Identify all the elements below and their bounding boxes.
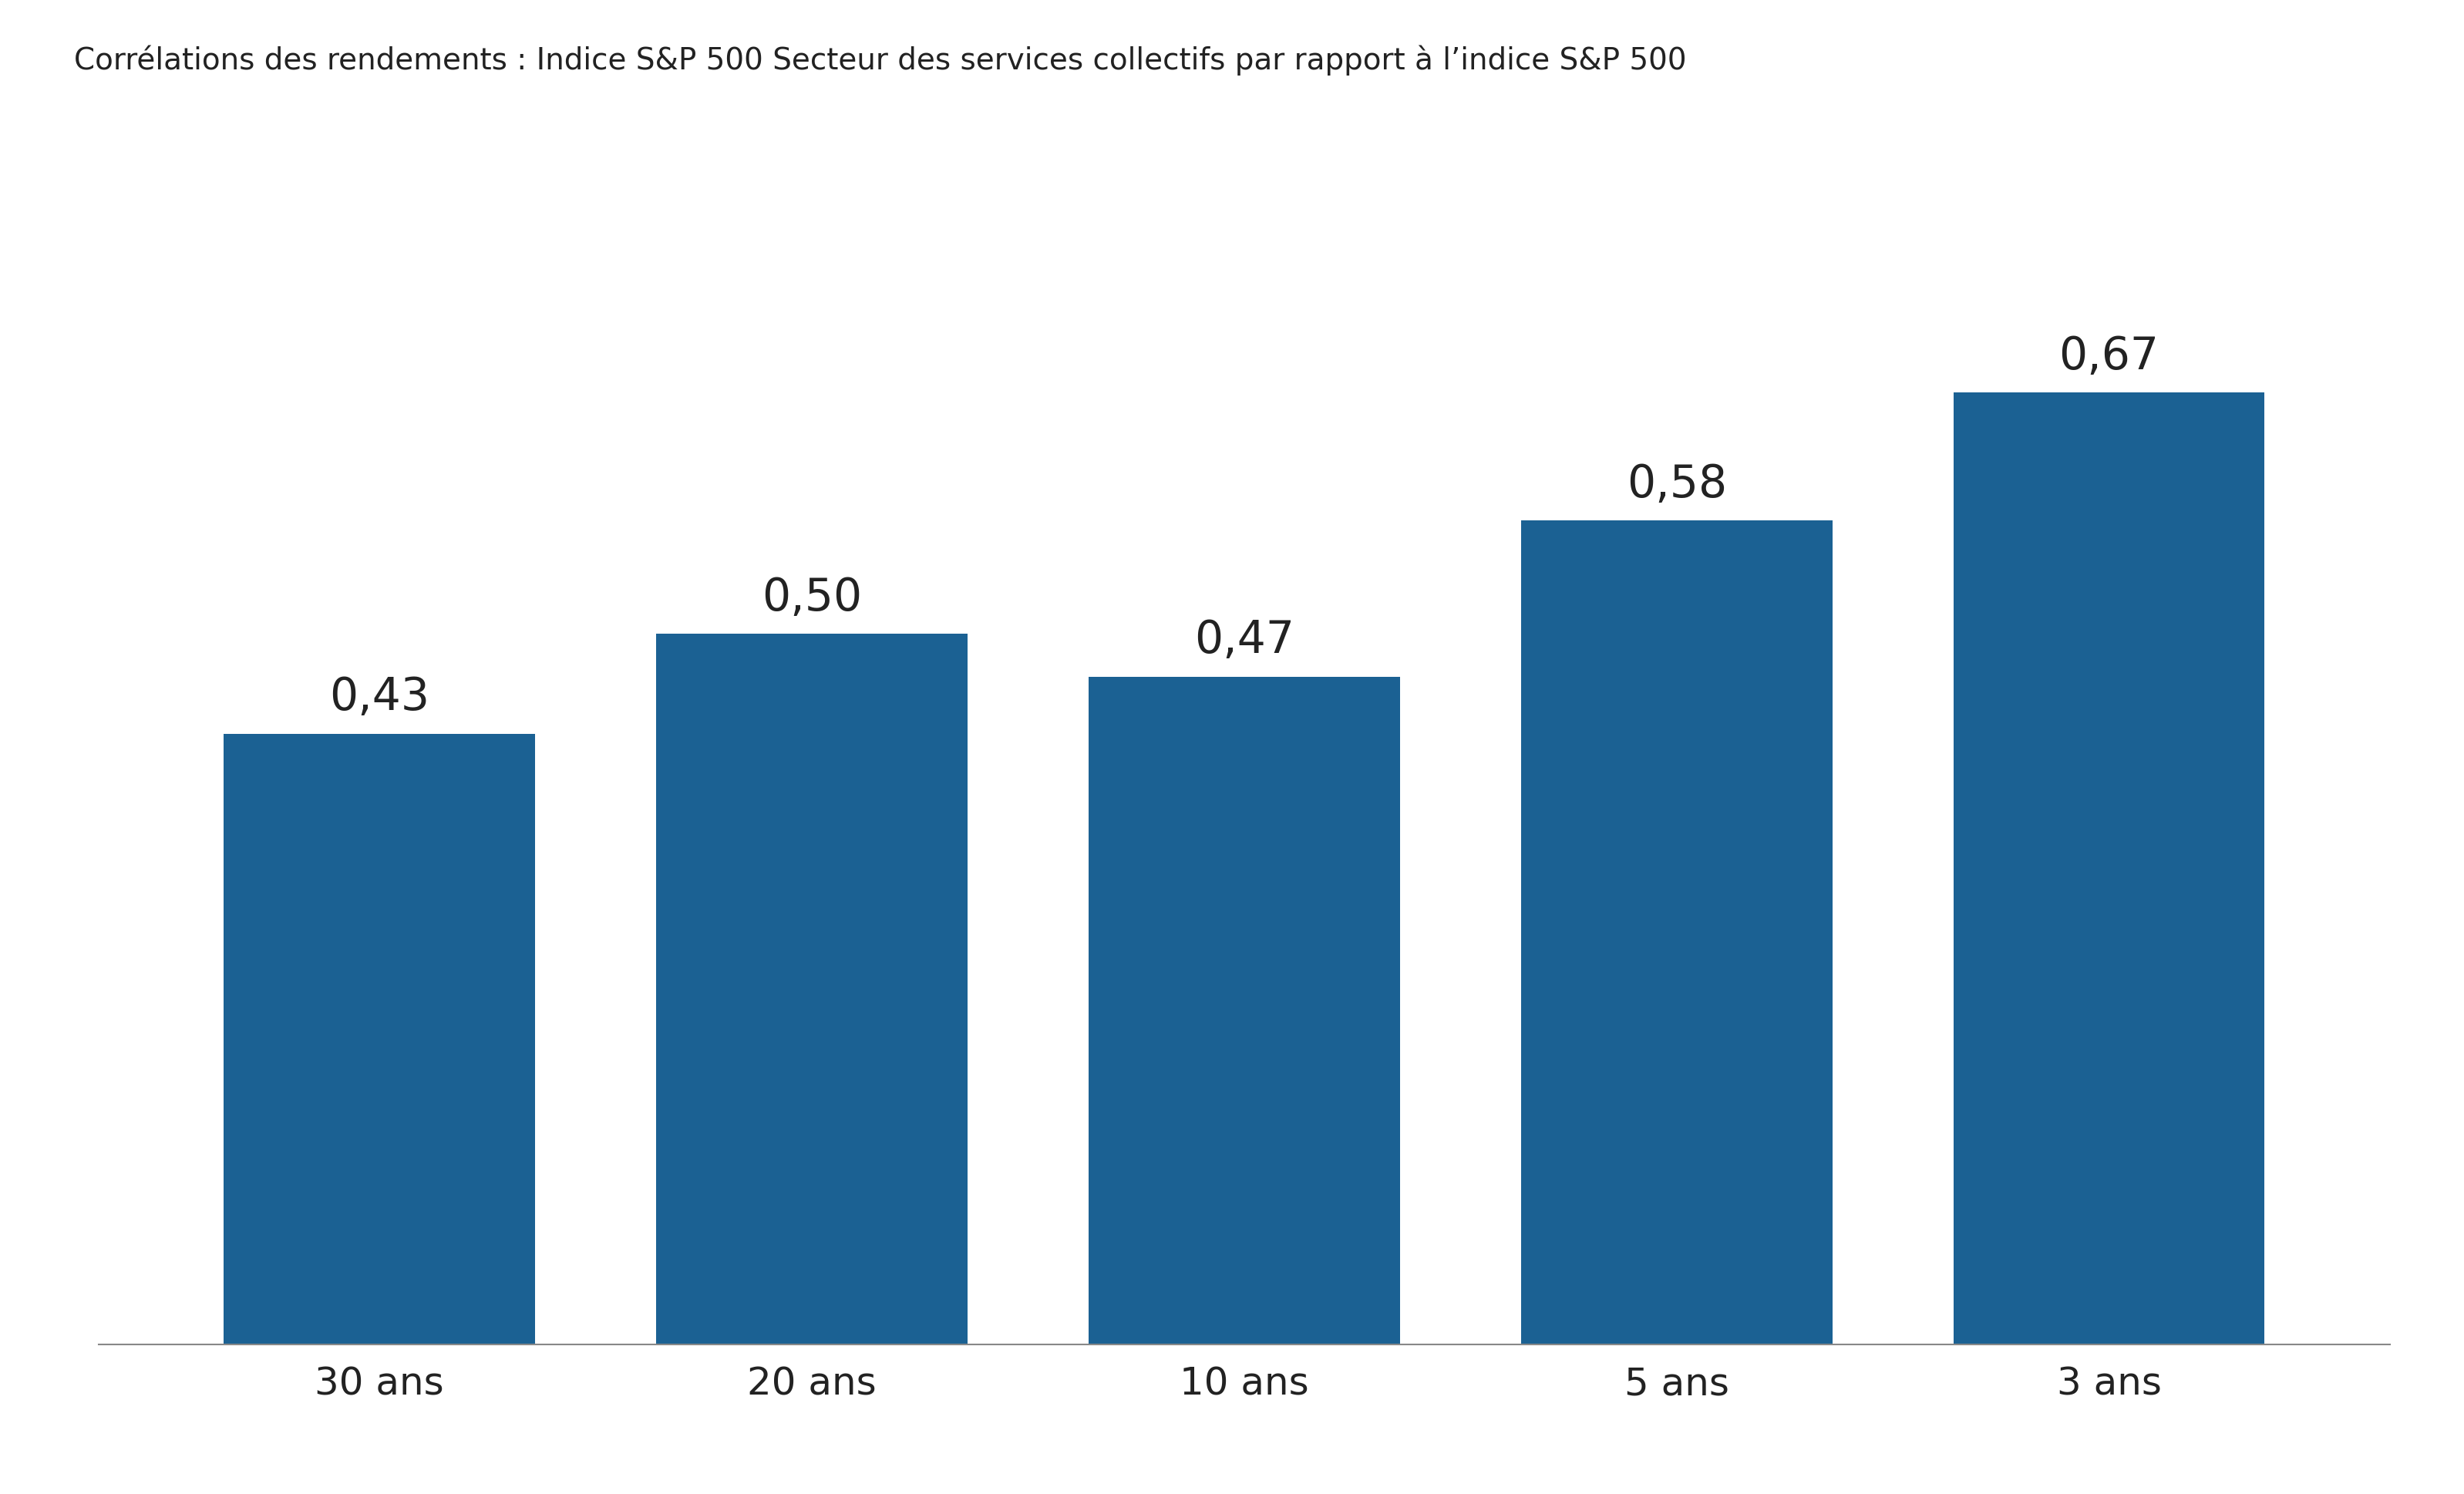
Text: 0,58: 0,58 — [1626, 462, 1727, 506]
Bar — [655, 633, 968, 1345]
Text: 0,43: 0,43 — [330, 675, 429, 719]
Bar — [224, 734, 535, 1345]
Text: 0,47: 0,47 — [1195, 619, 1294, 662]
Bar — [1520, 520, 1833, 1345]
Text: 0,67: 0,67 — [2060, 335, 2158, 378]
Text: Corrélations des rendements : Indice S&P 500 Secteur des services collectifs par: Corrélations des rendements : Indice S&P… — [74, 45, 1685, 75]
Text: 0,50: 0,50 — [761, 575, 862, 620]
Bar — [1089, 677, 1400, 1345]
Bar — [1954, 393, 2264, 1345]
